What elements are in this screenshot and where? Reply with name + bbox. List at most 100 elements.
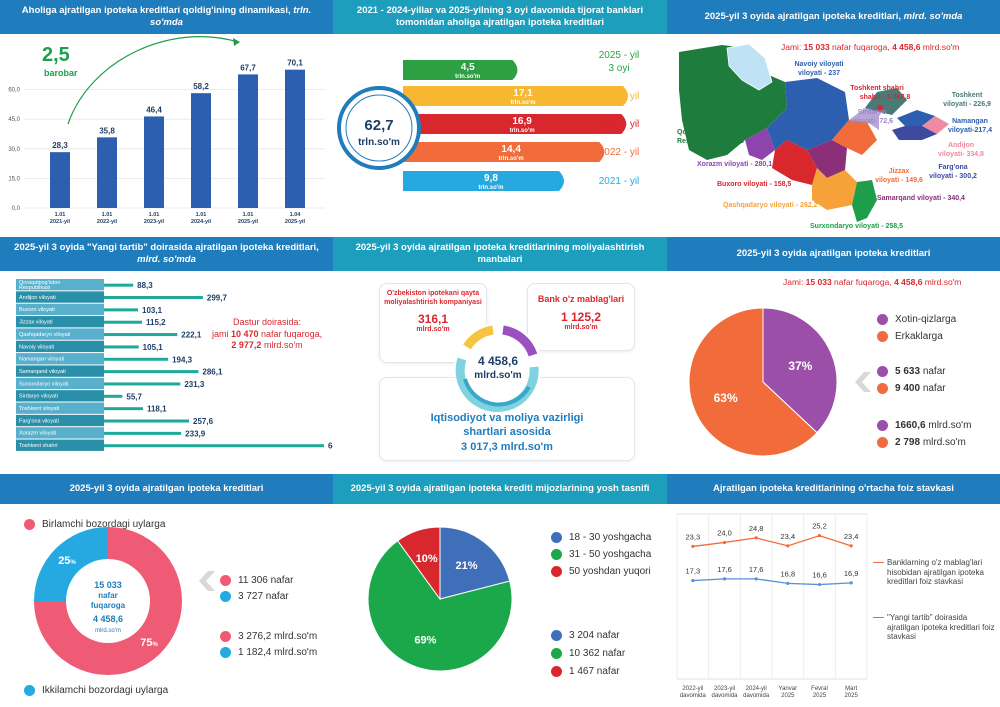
center-unit: mlrd.so'm [474, 370, 521, 381]
legend-age-50-plus: 50 yoshdan yuqori [551, 566, 651, 577]
center-count-unit: nafar [98, 591, 118, 600]
legend-men: Erkaklarga [877, 331, 943, 342]
x-tick-label: 1.01 [149, 212, 160, 218]
region-aral [726, 43, 773, 91]
x-tick-label: 1.01 [243, 212, 254, 218]
region-label: Toshkent viloyati [19, 406, 59, 412]
pie-slice [439, 526, 511, 600]
x-tick-label: 1.01 [55, 212, 66, 218]
region-label: Buxoro viloyati [19, 307, 55, 313]
region-label-bg [16, 390, 104, 402]
region-label: Samarqand viloyati [19, 369, 66, 375]
center-count: 15 033 [94, 580, 122, 590]
housing-donut: 75%25% 15 033 nafar fuqaroga 4 458,6 mlr… [34, 527, 215, 675]
bar [104, 296, 203, 300]
series-line [692, 578, 852, 586]
center-count-unit2: fuqaroga [91, 601, 126, 610]
panel-new-order-regions: 2025-yil 3 oyida "Yangi tartib" doirasid… [0, 237, 333, 470]
point-label: 25,2 [812, 522, 827, 531]
series-point [817, 582, 822, 587]
growth-value: 2,5 [42, 44, 70, 66]
point-label: 16,6 [812, 571, 827, 580]
series-point [722, 577, 727, 581]
count-primary: 11 306 nafar [220, 575, 293, 586]
region-label-bg [16, 340, 104, 353]
region-label: Sirdaryo viloyati [19, 394, 58, 400]
year-label: 2022 - yil [599, 147, 640, 158]
panel-yearly-mortgages: 2021 - 2024-yillar va 2025-yilning 3 oyi… [333, 0, 667, 233]
region-label-bg [16, 316, 104, 328]
bar-value-label: 55,7 [126, 392, 142, 401]
bar-value-label: 257,6 [193, 417, 214, 426]
label-toshkent-shahri: Toshkent shahri shahri - 1 467,8 [850, 85, 910, 101]
slice-label: 37% [788, 359, 812, 373]
slice-label: 63% [714, 391, 738, 405]
ribbon-unit: trln.so'm [478, 185, 503, 191]
year-label: 3 oyi [608, 63, 629, 74]
bar [104, 283, 134, 287]
x-tick-label: davomida [711, 693, 738, 699]
year-label: 2024 - yil [599, 91, 640, 102]
region-navoiy [767, 78, 849, 150]
label-surxondaryo: Surxondaryo viloyati - 258,5 [810, 223, 903, 230]
bar [104, 345, 139, 349]
panel-mortgage-balance: Aholiga ajratilgan ipoteka kreditlari qo… [0, 0, 333, 233]
region-fargona [892, 126, 937, 140]
x-tick-label: 2021-yil [50, 219, 71, 225]
series-point [786, 544, 790, 548]
sum-men: 2 798 mlrd.so'm [877, 437, 966, 448]
bar-value-label: 194,3 [172, 355, 193, 364]
y-tick-label: 30,0 [8, 147, 20, 153]
point-label: 16,9 [844, 569, 859, 578]
legend-primary: Birlamchi bozordagi uylarga [24, 519, 165, 530]
legend-women: Xotin-qizlarga [877, 314, 956, 325]
series-point [754, 577, 758, 581]
x-tick-label: 2023-yil [714, 686, 735, 692]
region-andijon [922, 116, 949, 134]
bar [50, 152, 70, 208]
ribbon-unit: trln.so'm [499, 156, 524, 162]
year-ribbon [403, 60, 518, 80]
region-qashqadaryo [812, 168, 857, 210]
series-line [692, 534, 852, 548]
region-label-bg [16, 439, 104, 451]
bar-value-label: 28,3 [52, 141, 68, 150]
bar [104, 370, 199, 374]
count-men: 9 400 nafar [877, 383, 946, 394]
y-tick-label: 60,0 [8, 88, 20, 94]
region-jizzax [832, 120, 877, 155]
pie-slice [762, 307, 838, 434]
bar [104, 431, 182, 435]
count-age-31-50: 10 362 nafar [551, 648, 625, 659]
label-fargona: Farg'ona viloyati - 300,2 [929, 164, 977, 180]
pie-slice [367, 540, 513, 672]
region-sirdaryo [849, 108, 879, 130]
region-buxoro [772, 140, 817, 185]
panel-title: 2025-yil 3 oyida ajratilgan ipoteka kred… [0, 474, 333, 504]
bar-value-label: 35,8 [99, 126, 115, 135]
legend-age-31-50: 31 - 50 yoshgacha [551, 549, 651, 560]
sum-primary: 3 276,2 mlrd.so'm [220, 631, 317, 642]
x-tick-label: 1.01 [196, 212, 207, 218]
y-tick-label: 0,0 [12, 206, 21, 212]
panel-interest-rates: Ajratilgan ipoteka kreditlarining o'rtac… [667, 474, 1000, 707]
x-tick-label: 2025 [813, 693, 827, 699]
panel-title: Ajratilgan ipoteka kreditlarining o'rtac… [667, 474, 1000, 504]
slice-label: 10% [416, 553, 438, 565]
region-label: Respublikasi [19, 285, 50, 291]
series-point [722, 540, 727, 545]
card-refinancing-unit: mlrd.so'm [416, 325, 450, 333]
ribbon-unit: trln.so'm [510, 100, 535, 106]
region-label: Namangan viloyati [19, 357, 64, 363]
total-unit: trln.so'm [358, 137, 400, 148]
region-label-bg [16, 427, 104, 439]
bar [144, 116, 164, 208]
point-label: 24,8 [749, 524, 764, 533]
bar [238, 74, 258, 208]
region-xorazm [745, 128, 775, 160]
card-bank-own-value: 1 125,2 [560, 310, 602, 324]
bar-value-label: 70,1 [287, 59, 303, 68]
label-toshkent-viloyati: Toshkent viloyati - 226,9 [943, 92, 991, 108]
ribbon-value: 14,4 [501, 144, 521, 155]
point-label: 17,6 [749, 565, 764, 574]
